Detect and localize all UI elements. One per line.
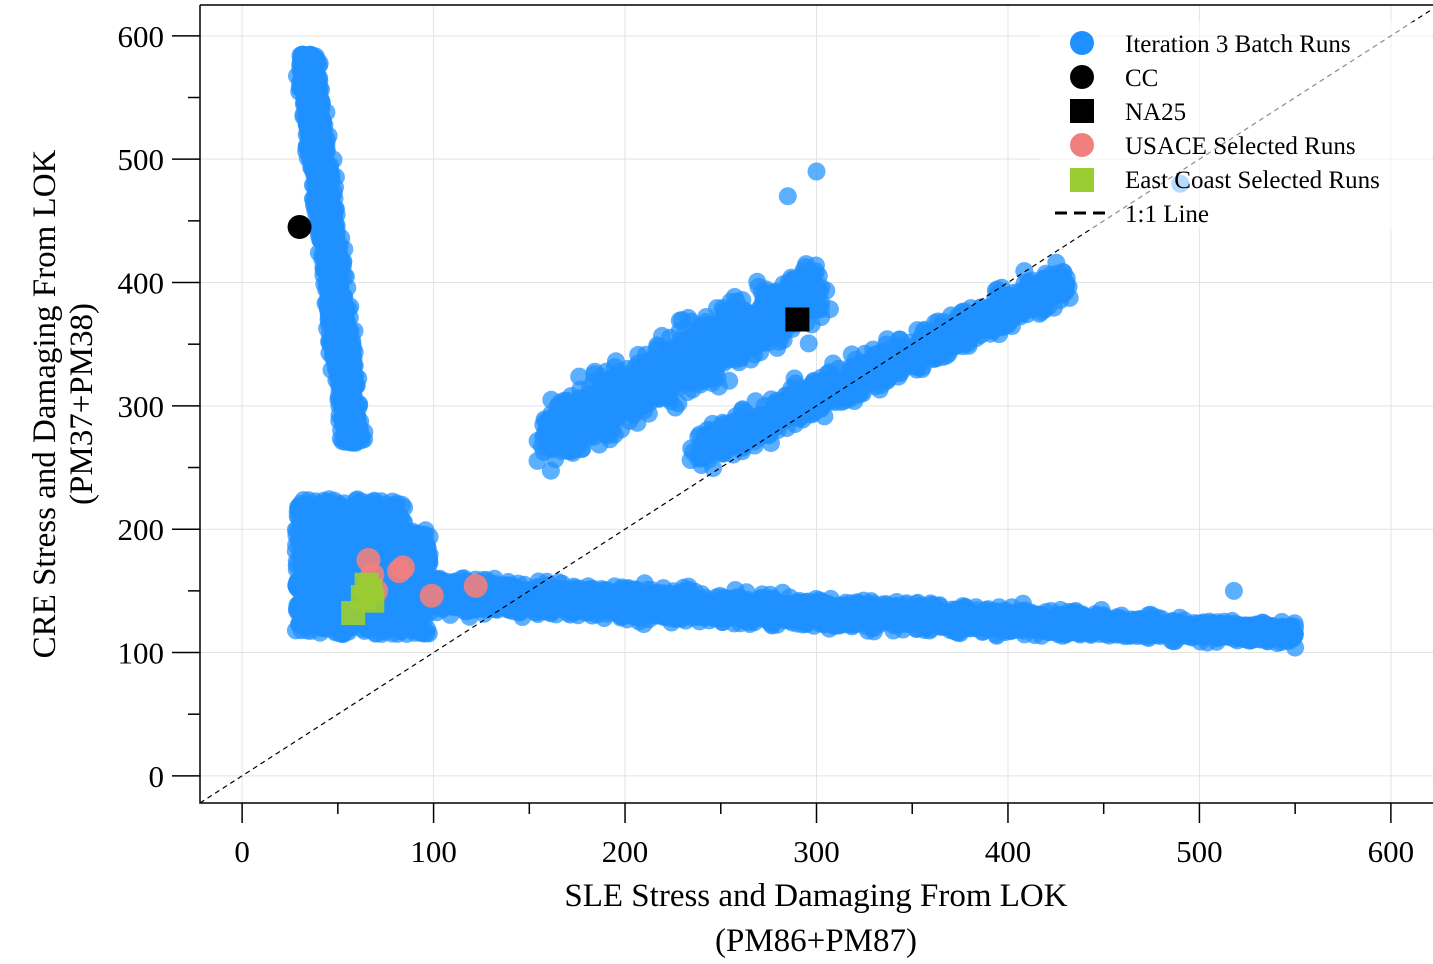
batch-run-point — [375, 534, 394, 553]
batch-run-point — [328, 253, 346, 272]
batch-run-point — [325, 546, 344, 565]
batch-run-point — [320, 270, 339, 289]
batch-run-point — [301, 574, 320, 593]
batch-run-point — [420, 527, 439, 546]
batch-run-point — [335, 366, 354, 385]
batch-run-point — [320, 198, 339, 217]
batch-run-point — [331, 315, 350, 333]
batch-run-point — [298, 49, 317, 68]
batch-run-point — [418, 620, 437, 639]
batch-run-point — [318, 497, 337, 515]
batch-run-point — [341, 405, 360, 424]
batch-run-point — [397, 624, 416, 643]
batch-run-point — [404, 533, 423, 552]
batch-run-point — [373, 509, 391, 528]
batch-run-point — [300, 511, 319, 530]
batch-run-point — [299, 495, 318, 514]
batch-run-point — [287, 556, 306, 575]
batch-run-point — [313, 168, 332, 187]
batch-run-point — [299, 108, 318, 127]
batch-run-point — [343, 426, 362, 445]
batch-run-point — [328, 584, 347, 603]
batch-run-point — [298, 78, 317, 97]
batch-run-point — [383, 492, 402, 511]
batch-run-point — [301, 621, 320, 640]
batch-run-point — [290, 595, 309, 614]
batch-run-point — [319, 600, 338, 619]
batch-runs-points — [286, 45, 1305, 657]
batch-run-point — [323, 225, 342, 244]
batch-run-point — [341, 512, 359, 531]
